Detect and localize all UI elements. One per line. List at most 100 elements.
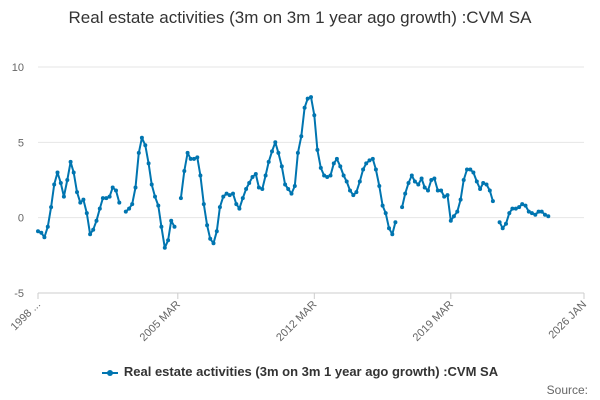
data-point xyxy=(253,172,258,176)
data-point xyxy=(36,229,40,234)
data-point xyxy=(510,206,515,211)
data-point xyxy=(302,105,307,110)
data-point xyxy=(474,179,479,184)
data-point xyxy=(341,173,346,178)
data-point xyxy=(406,181,411,185)
data-point xyxy=(351,193,356,198)
y-tick-label: 0 xyxy=(18,213,24,225)
data-point xyxy=(543,212,547,217)
data-point xyxy=(295,150,300,155)
data-point xyxy=(299,134,304,139)
data-point xyxy=(201,202,206,207)
data-point xyxy=(139,135,144,140)
data-point xyxy=(344,179,349,184)
data-point xyxy=(169,218,174,223)
data-point xyxy=(357,179,362,184)
chart-title: Real estate activities (3m on 3m 1 year … xyxy=(68,8,532,27)
data-point xyxy=(58,181,63,185)
data-point xyxy=(153,194,157,199)
data-point xyxy=(504,221,508,226)
data-point xyxy=(312,113,317,118)
data-point xyxy=(461,178,466,182)
data-point xyxy=(305,96,310,101)
data-point xyxy=(442,194,447,199)
data-point xyxy=(400,205,405,210)
data-point xyxy=(130,202,135,207)
source-label: Source: xyxy=(546,383,588,397)
y-tick-label: 5 xyxy=(18,137,24,149)
data-point xyxy=(432,176,437,181)
data-point xyxy=(429,178,434,182)
data-point xyxy=(211,241,216,246)
data-point xyxy=(419,176,424,181)
data-point xyxy=(143,143,148,148)
data-point xyxy=(192,156,196,161)
data-point xyxy=(244,187,249,191)
data-point xyxy=(338,164,343,169)
data-point xyxy=(276,150,281,155)
data-point xyxy=(114,188,118,193)
data-point xyxy=(240,196,245,201)
data-point xyxy=(367,158,372,163)
data-point xyxy=(354,190,359,195)
data-point xyxy=(409,173,414,178)
data-point xyxy=(133,185,138,190)
data-point xyxy=(247,181,252,185)
data-point xyxy=(214,229,219,234)
data-point xyxy=(136,150,141,155)
data-point xyxy=(185,150,190,155)
data-point xyxy=(471,170,476,175)
data-point xyxy=(75,190,79,195)
data-point xyxy=(149,182,154,187)
data-point xyxy=(162,245,167,250)
data-point xyxy=(325,175,330,179)
data-point xyxy=(377,184,382,188)
data-point xyxy=(536,209,541,214)
data-point xyxy=(546,214,551,219)
data-point xyxy=(107,194,112,199)
data-point xyxy=(156,203,161,208)
x-tick-label: 2019 MAR xyxy=(411,299,456,344)
data-point xyxy=(260,187,265,191)
data-point xyxy=(416,182,421,187)
legend[interactable]: Real estate activities (3m on 3m 1 year … xyxy=(0,364,600,379)
data-point xyxy=(256,185,261,190)
data-point xyxy=(383,211,388,216)
data-point xyxy=(513,206,518,211)
data-point xyxy=(55,170,60,175)
legend-series-marker xyxy=(101,369,118,376)
data-point xyxy=(331,161,336,166)
data-point xyxy=(309,95,313,100)
data-point xyxy=(507,211,512,216)
data-point xyxy=(487,188,492,193)
data-point xyxy=(533,212,538,217)
data-point xyxy=(78,200,83,205)
data-point xyxy=(217,205,222,210)
data-point xyxy=(270,149,274,154)
data-point xyxy=(322,173,327,178)
data-point xyxy=(127,206,132,211)
data-point xyxy=(221,194,226,199)
data-point xyxy=(289,191,294,196)
data-point xyxy=(526,209,531,214)
data-point xyxy=(328,173,333,178)
data-point xyxy=(97,206,102,211)
data-point xyxy=(529,211,534,216)
data-point xyxy=(435,188,440,193)
data-point xyxy=(334,156,339,161)
data-point xyxy=(422,185,427,190)
data-point xyxy=(370,156,375,161)
data-point xyxy=(205,223,210,228)
data-point xyxy=(65,178,70,182)
data-point xyxy=(478,187,483,191)
data-point xyxy=(387,226,391,231)
data-point xyxy=(412,179,417,184)
data-point xyxy=(182,169,187,173)
data-point xyxy=(500,226,505,231)
data-point xyxy=(159,224,164,229)
data-point xyxy=(468,167,473,172)
data-point xyxy=(497,220,502,225)
data-point xyxy=(61,194,66,199)
data-point xyxy=(490,199,495,204)
